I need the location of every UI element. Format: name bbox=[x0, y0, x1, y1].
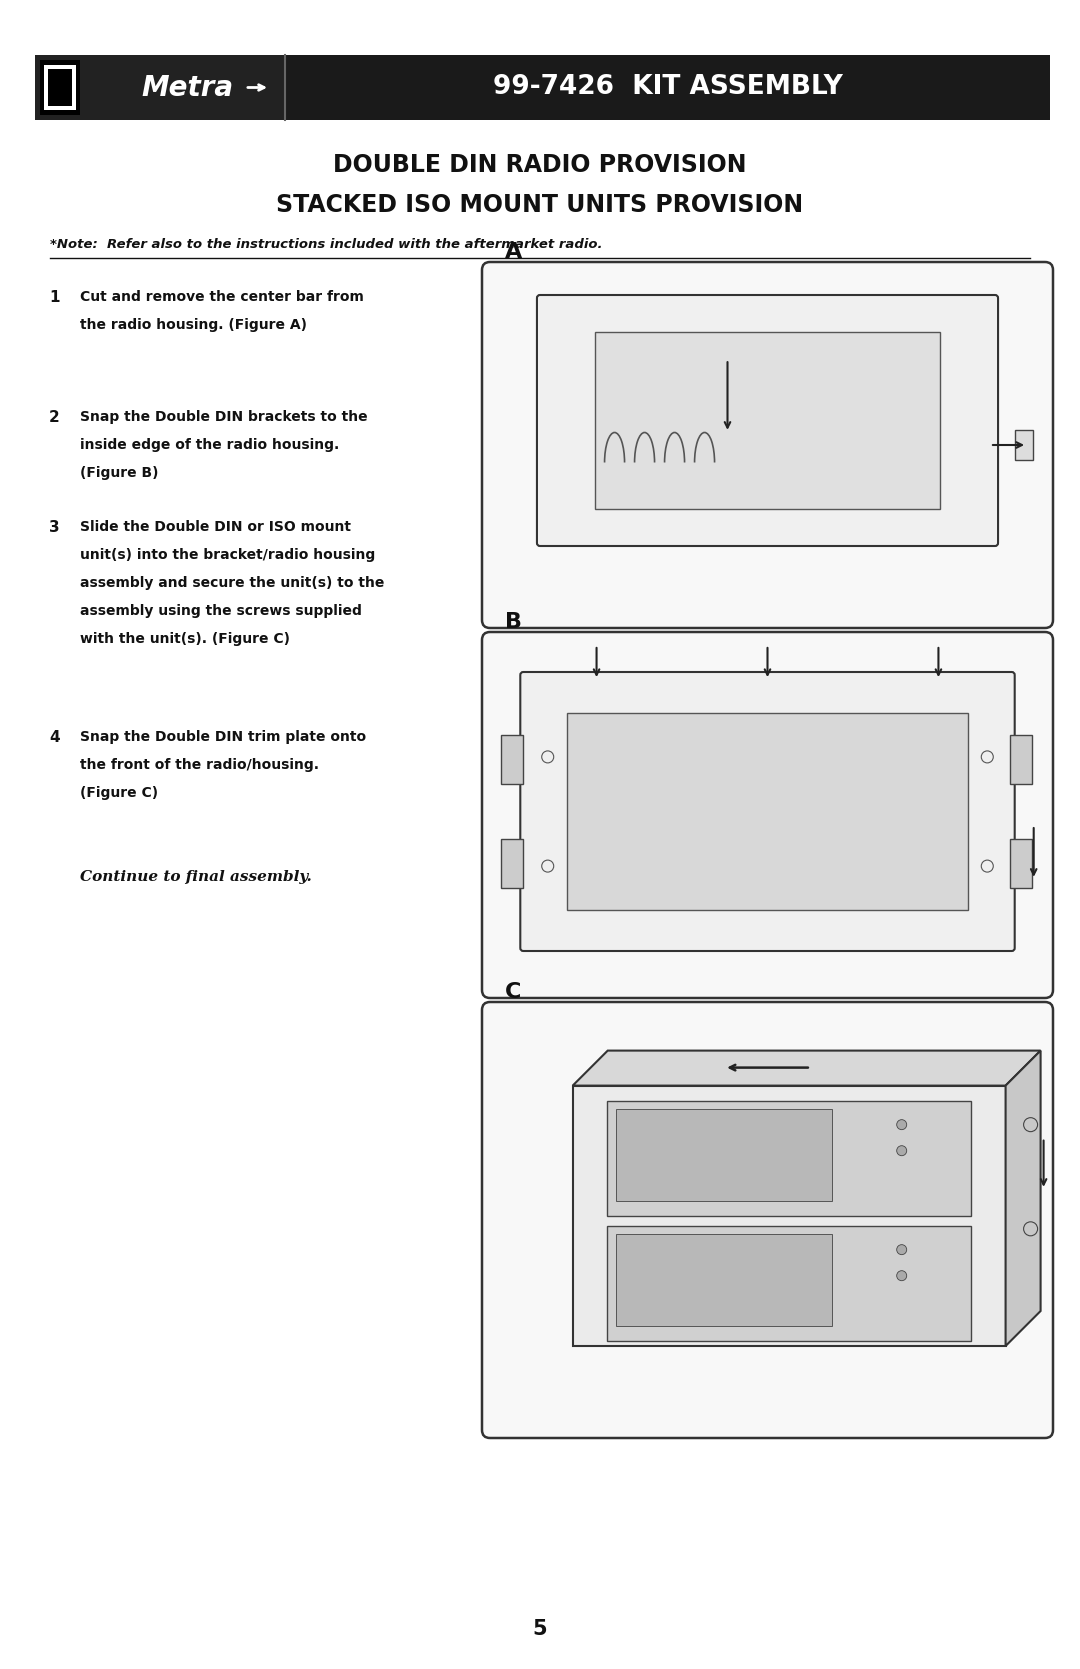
Bar bbox=[607, 1227, 971, 1340]
Text: 1: 1 bbox=[50, 290, 60, 305]
Text: assembly using the screws supplied: assembly using the screws supplied bbox=[80, 604, 362, 618]
Text: 5: 5 bbox=[532, 1619, 548, 1639]
Text: unit(s) into the bracket/radio housing: unit(s) into the bracket/radio housing bbox=[80, 547, 375, 562]
Bar bbox=[595, 332, 941, 509]
Text: the radio housing. (Figure A): the radio housing. (Figure A) bbox=[80, 319, 307, 332]
Text: C: C bbox=[505, 981, 522, 1001]
Text: *Note:  Refer also to the instructions included with the aftermarket radio.: *Note: Refer also to the instructions in… bbox=[50, 239, 603, 252]
Circle shape bbox=[896, 1270, 907, 1280]
Bar bbox=[1010, 840, 1031, 888]
Text: assembly and secure the unit(s) to the: assembly and secure the unit(s) to the bbox=[80, 576, 384, 591]
Text: 2: 2 bbox=[50, 411, 60, 426]
Bar bbox=[572, 1085, 1005, 1345]
Circle shape bbox=[896, 1245, 907, 1255]
Text: 4: 4 bbox=[50, 729, 60, 744]
FancyBboxPatch shape bbox=[521, 673, 1015, 951]
Polygon shape bbox=[572, 1050, 1041, 1085]
Bar bbox=[616, 1108, 833, 1200]
Bar bbox=[44, 65, 76, 110]
FancyBboxPatch shape bbox=[482, 1001, 1053, 1439]
Bar bbox=[40, 60, 80, 115]
Text: 3: 3 bbox=[50, 521, 60, 536]
Text: 99-7426  KIT ASSEMBLY: 99-7426 KIT ASSEMBLY bbox=[492, 75, 842, 100]
Circle shape bbox=[896, 1145, 907, 1155]
Point bbox=[279, 110, 292, 130]
Text: Snap the Double DIN trim plate onto: Snap the Double DIN trim plate onto bbox=[80, 729, 366, 744]
Text: (Figure C): (Figure C) bbox=[80, 786, 158, 799]
Text: DOUBLE DIN RADIO PROVISION: DOUBLE DIN RADIO PROVISION bbox=[334, 154, 746, 177]
Bar bbox=[1015, 431, 1032, 461]
Bar bbox=[48, 68, 72, 107]
Text: Continue to final assembly.: Continue to final assembly. bbox=[80, 870, 312, 885]
Bar bbox=[35, 55, 285, 120]
Text: STACKED ISO MOUNT UNITS PROVISION: STACKED ISO MOUNT UNITS PROVISION bbox=[276, 194, 804, 217]
FancyBboxPatch shape bbox=[482, 633, 1053, 998]
Bar bbox=[501, 734, 524, 784]
Text: inside edge of the radio housing.: inside edge of the radio housing. bbox=[80, 437, 339, 452]
FancyBboxPatch shape bbox=[537, 295, 998, 546]
Text: Metra: Metra bbox=[141, 73, 233, 102]
Text: B: B bbox=[505, 613, 522, 633]
Text: the front of the radio/housing.: the front of the radio/housing. bbox=[80, 758, 319, 773]
Text: A: A bbox=[505, 242, 523, 262]
Bar bbox=[1010, 734, 1031, 784]
Bar bbox=[616, 1233, 833, 1325]
Text: (Figure B): (Figure B) bbox=[80, 466, 159, 481]
Text: with the unit(s). (Figure C): with the unit(s). (Figure C) bbox=[80, 633, 291, 646]
Text: Slide the Double DIN or ISO mount: Slide the Double DIN or ISO mount bbox=[80, 521, 351, 534]
FancyBboxPatch shape bbox=[482, 262, 1053, 628]
Point bbox=[279, 45, 292, 65]
Bar bbox=[567, 713, 968, 910]
Bar bbox=[501, 840, 524, 888]
Bar bbox=[607, 1102, 971, 1215]
Text: Cut and remove the center bar from: Cut and remove the center bar from bbox=[80, 290, 364, 304]
Polygon shape bbox=[1005, 1050, 1041, 1345]
Bar bbox=[35, 55, 1050, 120]
Text: Snap the Double DIN brackets to the: Snap the Double DIN brackets to the bbox=[80, 411, 367, 424]
Circle shape bbox=[896, 1120, 907, 1130]
